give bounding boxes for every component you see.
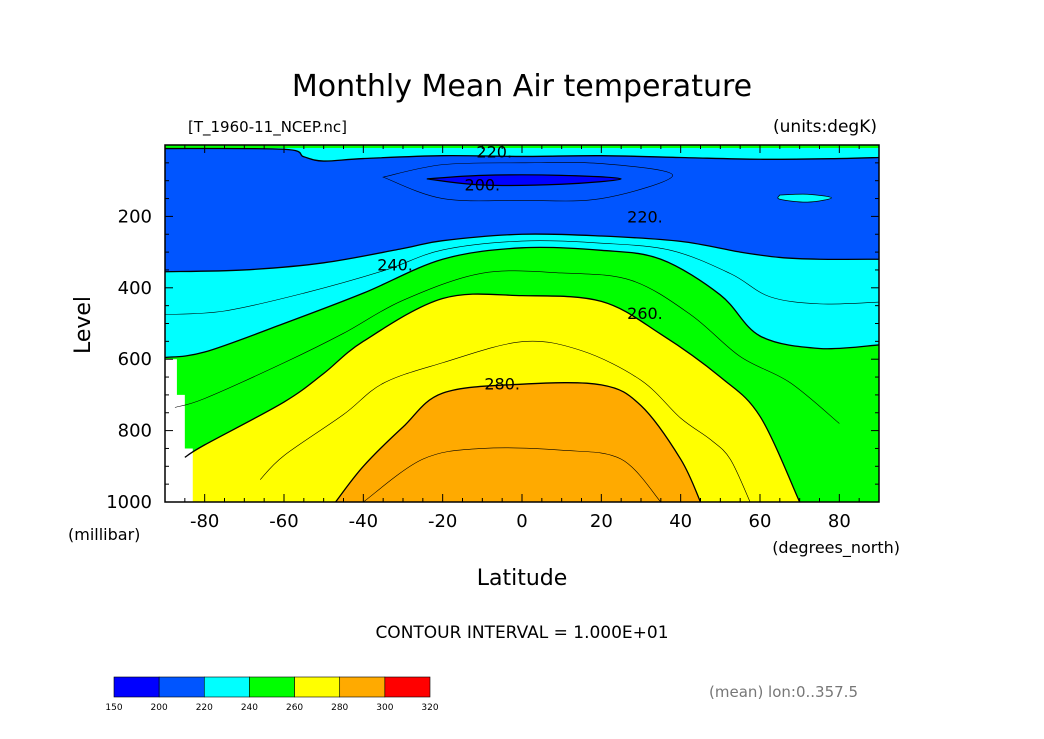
contour-labels: 220. 200. 220. 240. 260. 280. (377, 142, 663, 393)
colorbar-label: 240 (241, 703, 258, 713)
colorbar-swatch (294, 676, 341, 698)
plot-area (165, 145, 879, 502)
colorbar-label: 200 (151, 703, 168, 713)
colorbar-swatch (249, 676, 295, 698)
contour-label: 260. (627, 304, 663, 323)
colorbar-label: 220 (196, 703, 213, 713)
y-axis-units: (millibar) (68, 525, 140, 544)
colorbar-label: 260 (286, 703, 303, 713)
x-tick-label: 0 (516, 511, 527, 532)
fill-280-300 (335, 382, 701, 502)
y-tick-label: 600 (118, 349, 152, 370)
chart-title: Monthly Mean Air temperature (292, 69, 752, 104)
footnote-text: (mean) lon:0..357.5 (709, 683, 858, 701)
colorbar-label: 320 (421, 703, 438, 713)
x-tick-label: 60 (749, 511, 772, 532)
x-axis-units: (degrees_north) (772, 538, 900, 558)
colorbar-swatch (339, 676, 386, 698)
colorbar-swatch (384, 676, 431, 698)
y-axis-ticks: 200 400 600 800 1000 (106, 144, 879, 513)
fill-220-240-east-patch (777, 193, 832, 203)
contour-label: 240. (377, 256, 413, 275)
contour-label: 220. (476, 142, 512, 161)
x-tick-label: 20 (590, 511, 613, 532)
colorbar: 150 200 220 240 260 280 300 320 (105, 676, 439, 713)
contour-label: 220. (627, 207, 663, 226)
chart-subtitle-left: [T_1960-11_NCEP.nc] (188, 118, 347, 137)
x-tick-label: -20 (428, 511, 457, 532)
fill-220-240-top (165, 145, 879, 162)
contour-270 (259, 340, 751, 502)
contour-isotherm-240 (165, 246, 879, 359)
colorbar-label: 280 (331, 703, 348, 713)
contour-interval-text: CONTOUR INTERVAL = 1.000E+01 (375, 623, 668, 643)
y-tick-label: 800 (118, 421, 152, 442)
x-tick-label: 40 (669, 511, 692, 532)
x-axis-ticks: -80 -60 -40 -20 0 20 40 60 80 (164, 145, 880, 532)
y-tick-label: 1000 (106, 492, 152, 513)
chart-subtitle-right: (units:degK) (773, 117, 877, 137)
x-tick-label: -80 (190, 511, 219, 532)
colorbar-swatch (113, 676, 160, 698)
contour-isotherm-260 (184, 293, 801, 502)
contour-label: 200. (465, 175, 501, 194)
contour-label: 280. (484, 374, 520, 393)
y-axis-label: Level (71, 296, 96, 354)
x-tick-label: 80 (828, 511, 851, 532)
colorbar-label: 150 (105, 703, 122, 713)
contour-230 (165, 240, 879, 315)
colorbar-swatch (203, 676, 250, 698)
contour-isotherm-220-south (165, 233, 879, 273)
contour-290 (363, 447, 662, 502)
x-tick-label: -60 (269, 511, 298, 532)
x-tick-label: -40 (349, 511, 378, 532)
x-axis-label: Latitude (477, 566, 568, 591)
contour-210 (382, 162, 674, 202)
colorbar-swatch (158, 676, 205, 698)
contour-isotherm-280 (335, 382, 702, 502)
colorbar-label: 300 (376, 703, 393, 713)
contour-250 (174, 270, 840, 424)
contour-isotherm-220 (165, 147, 879, 162)
fill-below-200 (426, 174, 622, 187)
y-tick-label: 200 (118, 206, 152, 227)
missing-data-region (165, 359, 193, 502)
y-tick-label: 400 (118, 278, 152, 299)
